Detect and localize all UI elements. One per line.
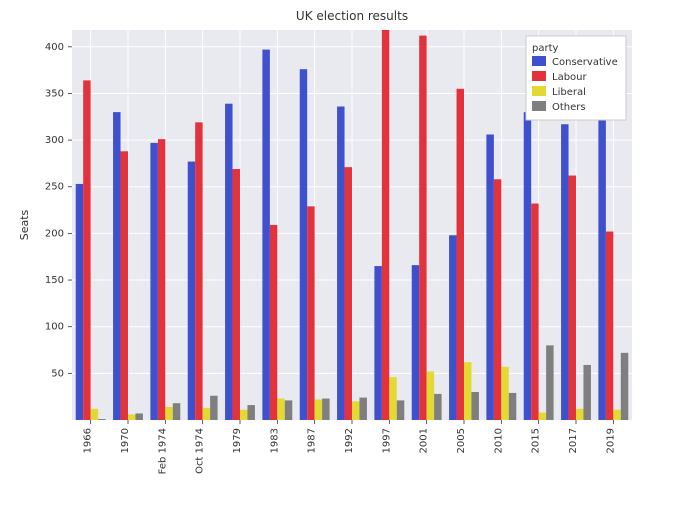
bar [98, 419, 105, 420]
y-axis-label: Seats [18, 209, 31, 240]
bar [583, 365, 590, 420]
bar [307, 206, 314, 420]
legend-title: party [532, 43, 559, 54]
bar [285, 400, 292, 420]
bar [300, 69, 307, 420]
bar [539, 413, 546, 420]
bar [247, 405, 254, 420]
x-tick-label: 1997 [381, 428, 392, 453]
x-tick-label: 2005 [456, 428, 467, 453]
chart-title: UK election results [296, 9, 408, 23]
bar [262, 50, 269, 420]
x-tick-label: 2019 [605, 428, 616, 453]
bar [397, 400, 404, 420]
bar [374, 266, 381, 420]
bar [113, 112, 120, 420]
y-tick-label: 150 [45, 275, 64, 286]
legend-label: Conservative [552, 57, 618, 68]
bar [389, 377, 396, 420]
bar [315, 399, 322, 420]
bar [150, 143, 157, 420]
bar [128, 414, 135, 420]
bar [494, 179, 501, 420]
bar [270, 225, 277, 420]
bar [613, 410, 620, 420]
x-tick-label: 1979 [232, 428, 243, 453]
y-tick-label: 200 [45, 228, 64, 239]
bar [121, 151, 128, 420]
bar [486, 134, 493, 420]
y-tick-label: 50 [51, 368, 64, 379]
bar [434, 394, 441, 420]
bar [322, 399, 329, 420]
legend-swatch [532, 101, 546, 111]
bar [471, 392, 478, 420]
bar [382, 30, 389, 420]
bar [83, 80, 90, 420]
legend-swatch [532, 71, 546, 81]
bar [173, 403, 180, 420]
bar [621, 353, 628, 420]
bar [606, 232, 613, 420]
bar [76, 184, 83, 420]
bar [188, 162, 195, 420]
bar [598, 79, 605, 420]
bar [546, 345, 553, 420]
bar [210, 396, 217, 420]
legend: party Conservative Labour Liberal Others [526, 36, 626, 120]
bar [531, 204, 538, 420]
bar [427, 371, 434, 420]
x-tick-label: 2015 [531, 428, 542, 453]
bar [524, 112, 531, 420]
x-tick-label: Oct 1974 [195, 428, 206, 474]
bar [449, 235, 456, 420]
bar [158, 139, 165, 420]
bar [233, 169, 240, 420]
bar [91, 409, 98, 420]
bar [419, 36, 426, 420]
bar [576, 409, 583, 420]
x-tick-label: 1983 [269, 428, 280, 453]
y-tick-label: 100 [45, 322, 64, 333]
x-tick-label: 2017 [568, 428, 579, 453]
x-tick-label: 1966 [83, 428, 94, 453]
bar [352, 401, 359, 420]
x-tick-label: 1987 [307, 428, 318, 453]
bar [464, 362, 471, 420]
legend-swatch [532, 86, 546, 96]
y-tick-label: 250 [45, 182, 64, 193]
x-tick-label: 2001 [419, 428, 430, 453]
legend-label: Liberal [552, 87, 586, 98]
bar [277, 399, 284, 420]
bar [135, 413, 142, 420]
bar [240, 410, 247, 420]
x-tick-label: 1970 [120, 428, 131, 453]
y-tick-label: 350 [45, 88, 64, 99]
bar [203, 408, 210, 420]
bar [225, 104, 232, 420]
bar [569, 176, 576, 420]
y-tick-label: 300 [45, 135, 64, 146]
legend-label: Labour [552, 72, 588, 83]
x-tick-label: 2010 [493, 428, 504, 453]
x-tick-label: 1992 [344, 428, 355, 453]
bar [561, 124, 568, 420]
bar [345, 167, 352, 420]
bar [509, 393, 516, 420]
bar [359, 398, 366, 420]
bar [337, 107, 344, 420]
bar [412, 265, 419, 420]
legend-label: Others [552, 102, 586, 113]
bar [195, 122, 202, 420]
bar [457, 89, 464, 420]
legend-swatch [532, 56, 546, 66]
x-tick-label: Feb 1974 [157, 428, 168, 474]
bar [501, 367, 508, 420]
figure: 50 100 150 200 250 300 350 400 1966 1970 Feb 1974… [0, 0, 675, 519]
y-tick-label: 400 [45, 42, 64, 53]
bar [165, 407, 172, 420]
